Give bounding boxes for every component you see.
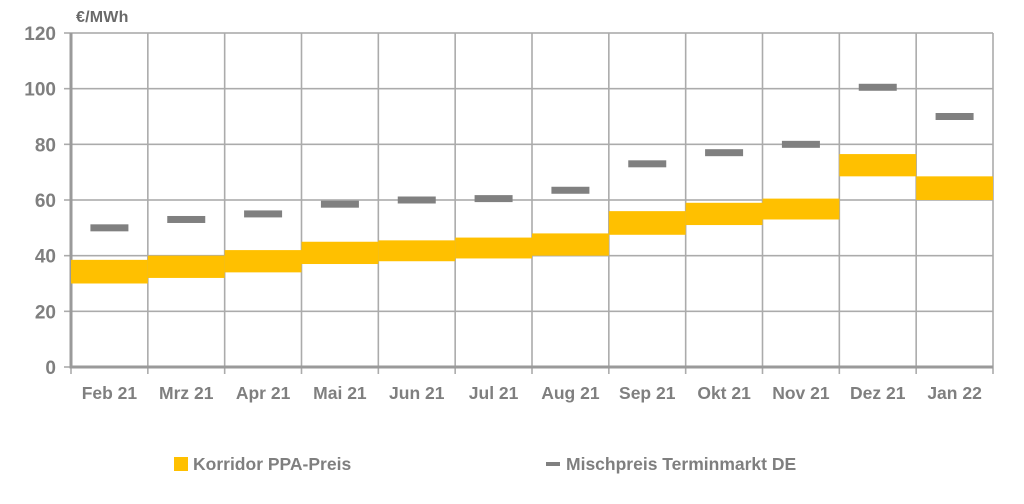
terminmarkt-dash-mai-21 — [320, 200, 359, 208]
y-axis-line — [69, 33, 73, 369]
y-tick-40 — [64, 254, 71, 257]
ppa-corridor-band-dez-21 — [839, 154, 917, 177]
x-tick-label-feb-21: Feb 21 — [82, 383, 138, 403]
x-tick-8 — [684, 367, 687, 374]
x-tick-9 — [761, 367, 764, 374]
x-tick-label-okt-21: Okt 21 — [697, 383, 751, 403]
ppa-corridor-band-mai-21 — [301, 241, 379, 265]
x-tick-4 — [377, 367, 380, 374]
y-tick-20 — [64, 310, 71, 313]
y-tick-label-0: 0 — [45, 358, 56, 379]
x-tick-label-nov-21: Nov 21 — [772, 383, 830, 403]
terminmarkt-dash-feb-21 — [90, 224, 129, 232]
x-tick-12 — [992, 367, 994, 374]
terminmarkt-dash-okt-21 — [705, 149, 744, 157]
korridor-square-icon — [174, 457, 188, 471]
y-axis-unit-label: €/MWh — [76, 9, 129, 26]
legend-label-korridor: Korridor PPA-Preis — [193, 453, 352, 474]
x-tick-label-mai-21: Mai 21 — [313, 383, 367, 403]
y-tick-label-80: 80 — [35, 135, 56, 156]
x-tick-label-jun-21: Jun 21 — [389, 383, 445, 403]
x-tick-label-mrz-21: Mrz 21 — [159, 383, 214, 403]
ppa-corridor-band-jun-21 — [378, 240, 456, 262]
terminmarkt-dash-apr-21 — [244, 210, 283, 218]
x-tick-1 — [147, 367, 149, 374]
y-tick-label-40: 40 — [35, 247, 56, 268]
y-tick-label-100: 100 — [24, 80, 56, 101]
terminmarkt-dash-jul-21 — [474, 195, 513, 203]
ppa-corridor-band-jul-21 — [455, 237, 532, 259]
y-tick-label-20: 20 — [35, 302, 56, 323]
x-tick-11 — [915, 367, 917, 374]
gridline-v-8 — [684, 33, 687, 367]
gridline-v-5 — [454, 33, 456, 367]
x-tick-label-aug-21: Aug 21 — [541, 383, 600, 403]
ppa-corridor-band-jan-22 — [916, 176, 993, 200]
x-tick-label-sep-21: Sep 21 — [619, 383, 676, 403]
y-tick-60 — [64, 199, 71, 201]
ppa-corridor-band-okt-21 — [685, 202, 763, 226]
y-tick-label-120: 120 — [24, 24, 56, 45]
terminmarkt-dash-dez-21 — [858, 83, 897, 91]
y-tick-100 — [64, 87, 71, 90]
terminmarkt-dash-sep-21 — [628, 160, 667, 168]
gridline-v-3 — [300, 33, 303, 367]
x-tick-2 — [223, 367, 226, 374]
gridline-v-7 — [608, 33, 610, 367]
legend-label-mischpreis: Mischpreis Terminmarkt DE — [566, 453, 797, 474]
y-tick-label-60: 60 — [35, 191, 56, 212]
legend-item-korridor-ppa-preis: Korridor PPA-Preis — [174, 452, 351, 476]
x-tick-10 — [838, 367, 841, 374]
gridline-v-4 — [377, 33, 380, 367]
y-tick-120 — [64, 32, 71, 34]
x-tick-label-jul-21: Jul 21 — [469, 383, 519, 403]
terminmarkt-dash-jan-22 — [935, 113, 974, 120]
y-tick-0 — [64, 366, 71, 368]
x-tick-0 — [70, 367, 72, 374]
x-tick-7 — [608, 367, 610, 374]
x-tick-label-jan-22: Jan 22 — [927, 383, 982, 403]
ppa-corridor-band-nov-21 — [762, 198, 840, 220]
x-tick-label-apr-21: Apr 21 — [236, 383, 291, 403]
legend-item-mischpreis-terminmarkt: Mischpreis Terminmarkt DE — [546, 452, 796, 476]
terminmarkt-dash-jun-21 — [397, 196, 436, 204]
ppa-corridor-band-feb-21 — [71, 259, 148, 284]
ppa-corridor-band-mrz-21 — [147, 255, 225, 278]
chart-plot-area: 0 20 40 60 80 100 120 Feb 21 Mrz 21 Apr 21 Mai 21 J… — [24, 24, 994, 403]
gridline-v-11 — [915, 33, 917, 367]
chart-legend: Korridor PPA-Preis Mischpreis Terminmark… — [0, 452, 1024, 478]
mischpreis-dash-icon — [546, 462, 560, 466]
x-tick-6 — [531, 367, 533, 374]
gridline-v-1 — [147, 33, 149, 367]
terminmarkt-dash-nov-21 — [781, 140, 820, 148]
gridline-v-2 — [223, 33, 226, 367]
x-tick-3 — [300, 367, 303, 374]
x-axis-line — [69, 365, 993, 369]
x-tick-label-dez-21: Dez 21 — [850, 383, 906, 403]
terminmarkt-dash-aug-21 — [551, 186, 590, 194]
ppa-corridor-band-apr-21 — [224, 250, 302, 273]
y-tick-80 — [64, 143, 71, 146]
terminmarkt-dash-mrz-21 — [167, 215, 206, 223]
ppa-corridor-band-aug-21 — [532, 233, 609, 256]
ppa-corridor-band-sep-21 — [608, 211, 686, 235]
x-tick-5 — [454, 367, 456, 374]
gridline-v-6 — [531, 33, 533, 367]
